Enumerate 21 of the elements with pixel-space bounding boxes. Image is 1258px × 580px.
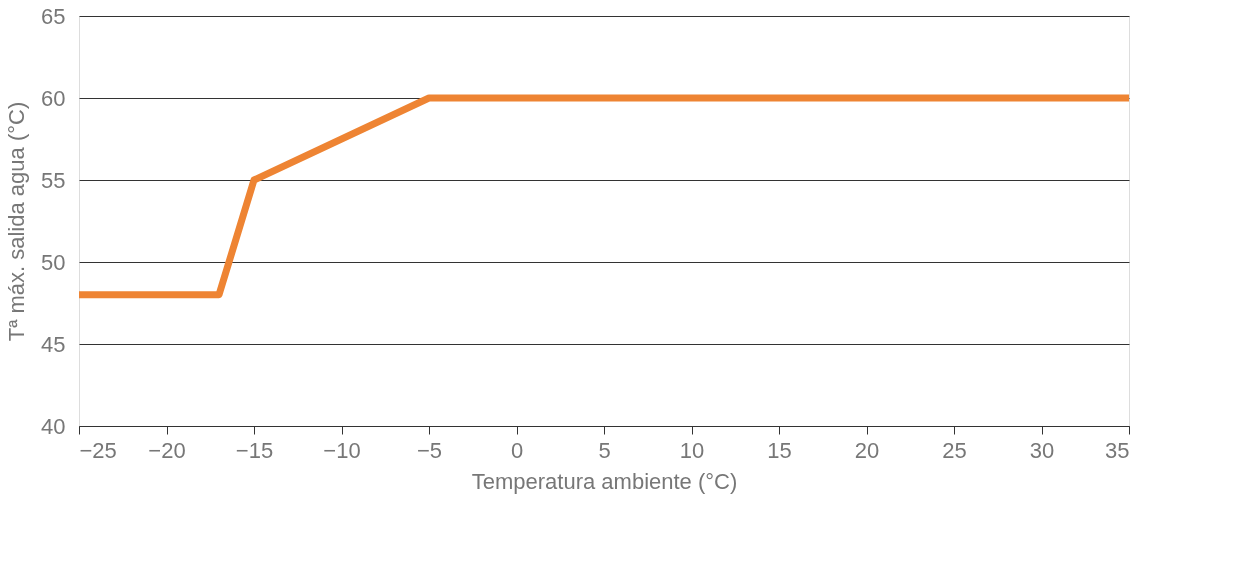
y-tick-label: 55 [41,167,66,193]
x-tick-label: 25 [942,437,967,463]
y-tick-label: 65 [41,3,66,29]
x-tick-label: 0 [510,437,524,463]
x-tick-label: 5 [598,437,611,463]
x-axis-title: Temperatura ambiente (°C) [471,468,738,494]
y-tick-label: 45 [41,331,66,357]
y-tick-label: 40 [41,413,66,439]
x-tick-label: −5 [416,437,443,463]
x-tick-label: 15 [767,437,792,463]
y-tick-label: 60 [41,85,66,111]
x-tick-label: 30 [1029,437,1055,463]
y-tick-label: 50 [41,249,66,275]
x-tick-label: 35 [1105,437,1130,463]
y-axis-title: Tª máx. salida agua (°C) [4,101,30,342]
x-tick-label: −10 [323,437,361,463]
x-tick-label: 10 [679,437,705,463]
x-tick-label: −20 [148,437,186,463]
x-tick-label: 20 [854,437,880,463]
x-tick-label: −15 [235,437,274,463]
x-tick-label: −25 [79,437,117,463]
